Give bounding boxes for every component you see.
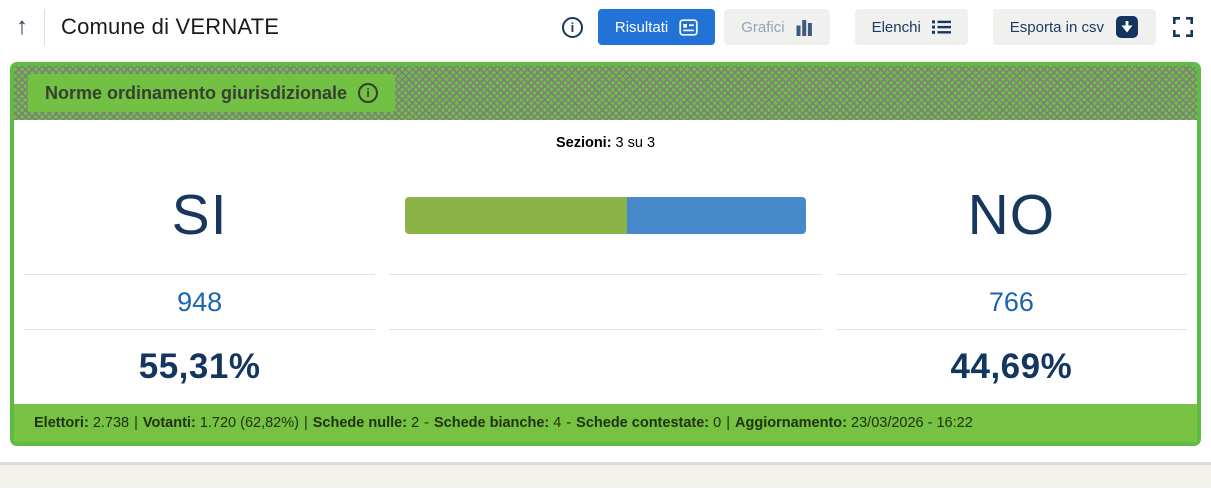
tab-risultati[interactable]: Risultati [597, 9, 716, 45]
result-bar [405, 196, 806, 234]
bottom-divider [0, 462, 1211, 465]
results-card-icon [679, 18, 698, 37]
sezioni-value: 3 su 3 [615, 135, 656, 151]
stat-value: 1.720 (62,82%) [199, 415, 299, 431]
tab-risultati-label: Risultati [614, 18, 669, 36]
stat-label: Elettori: [34, 415, 89, 431]
results-body: Sezioni: 3 su 3 SI NO 948 [14, 120, 1197, 404]
page-title: Comune di VERNATE [61, 14, 280, 39]
stat-value: 2.738 [92, 415, 130, 431]
back-up-arrow-icon[interactable]: ↑ [16, 13, 28, 40]
bottom-gap [0, 446, 1211, 462]
export-csv-label: Esporta in csv [1009, 18, 1104, 36]
question-info-icon[interactable]: i [358, 83, 379, 103]
tab-grafici[interactable]: Grafici [724, 9, 830, 45]
tab-elenchi-label: Elenchi [871, 18, 921, 36]
no-label-cell: NO [835, 156, 1187, 275]
stat-label: Votanti: [142, 415, 196, 431]
results-grid: SI NO 948 766 [24, 156, 1187, 404]
fullscreen-icon[interactable] [1173, 17, 1193, 37]
result-bar-si [405, 196, 627, 234]
si-percent: 55,31% [138, 347, 261, 386]
no-percent-cell: 44,69% [836, 330, 1187, 404]
stat-label: Schede nulle: [312, 415, 408, 431]
tab-grafici-label: Grafici [741, 18, 785, 36]
stat-label: Schede contestate: [576, 415, 710, 431]
result-bar-no [626, 196, 806, 234]
question-banner: Norme ordinamento giurisdizionale i [14, 66, 1197, 120]
si-votes: 948 [177, 286, 223, 317]
export-csv-button[interactable]: Esporta in csv [992, 9, 1156, 45]
stat-value: 0 [713, 415, 722, 431]
header-actions: i Risultati Grafici [561, 9, 1193, 45]
middle-empty-cell2 [389, 330, 822, 404]
bar-cell [389, 156, 822, 275]
stat-value: 4 [553, 415, 562, 431]
info-icon[interactable]: i [561, 16, 583, 38]
list-icon [931, 19, 951, 35]
middle-empty-cell [389, 275, 822, 330]
stat-value: 2 [411, 415, 420, 431]
page-background-strip [0, 465, 1211, 488]
sezioni-label: Sezioni: [555, 135, 612, 151]
top-toolbar: ↑ Comune di VERNATE i Risultati Grafici [0, 0, 1211, 54]
no-label: NO [967, 183, 1056, 247]
si-percent-cell: 55,31% [24, 330, 375, 404]
no-percent: 44,69% [950, 347, 1073, 386]
no-votes: 766 [988, 286, 1034, 317]
tab-elenchi[interactable]: Elenchi [854, 9, 968, 45]
stat-label: Schede bianche: [433, 415, 550, 431]
header-divider [44, 9, 45, 45]
download-icon [1115, 15, 1139, 39]
question-title: Norme ordinamento giurisdizionale [45, 82, 348, 103]
si-label: SI [171, 183, 228, 247]
si-votes-cell: 948 [24, 275, 376, 330]
bar-chart-icon [796, 19, 813, 36]
result-bar-wrap [389, 196, 822, 234]
si-label-cell: SI [24, 156, 376, 275]
stat-value: 23/03/2026 - 16:22 [851, 415, 973, 431]
stat-label: Aggiornamento: [735, 415, 847, 431]
referendum-results-card: Norme ordinamento giurisdizionale i Sezi… [10, 62, 1201, 446]
stats-footer: Elettori: 2.738 | Votanti: 1.720 (62,82%)… [14, 404, 1197, 442]
question-pill: Norme ordinamento giurisdizionale i [28, 74, 396, 112]
sezioni-counter: Sezioni: 3 su 3 [24, 120, 1187, 156]
no-votes-cell: 766 [835, 275, 1187, 330]
